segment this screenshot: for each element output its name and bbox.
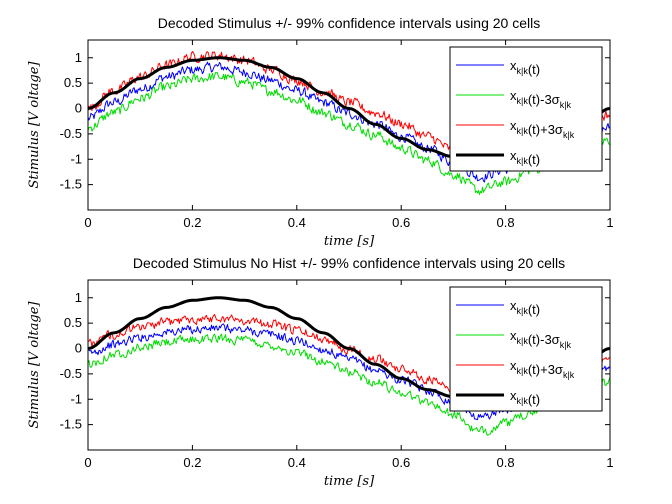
legend-label-0-1: xk|k(t) — [510, 58, 540, 77]
y-tick-label: 1 — [75, 50, 82, 65]
x-tick-label: 0.4 — [288, 455, 306, 470]
x-tick-label: 0.6 — [392, 455, 410, 470]
y-tick-label: 0.5 — [64, 75, 82, 90]
x-tick-label: 1 — [606, 455, 613, 470]
plot-frame — [87, 39, 611, 211]
chart-title: Decoded Stimulus No Hist +/- 99% confide… — [133, 255, 565, 271]
legend: xk|k(t) xk|k(t)-3σk|k xk|k(t)+3σk|k xk|k(t) — [449, 46, 603, 172]
y-tick-label: -1 — [70, 151, 82, 166]
x-tick-label: 0.8 — [497, 215, 515, 230]
y-tick-label: -1.5 — [60, 177, 82, 192]
legend-label-1-2: xk|k(t)-3σk|k — [510, 328, 572, 350]
series-line-2 — [88, 333, 610, 436]
legend-label-0-4: xk|k(t) — [510, 148, 540, 167]
x-tick-label: 0.8 — [497, 455, 515, 470]
x-tick-label: 1 — [606, 215, 613, 230]
y-tick-label: 1 — [75, 290, 82, 305]
x-axis-label: time [s] — [324, 234, 375, 249]
y-tick-label: -1 — [70, 391, 82, 406]
x-tick-label: 0.2 — [183, 215, 201, 230]
subplot-1: Decoded Stimulus +/- 99% confidence inte… — [27, 15, 614, 249]
legend: xk|k(t) xk|k(t)-3σk|k xk|k(t)+3σk|k xk|k(t) — [449, 286, 603, 412]
y-tick-label: -0.5 — [60, 366, 82, 381]
x-tick-label: 0 — [84, 215, 91, 230]
legend-label-1-1: xk|k(t) — [510, 298, 540, 317]
y-tick-label: -0.5 — [60, 126, 82, 141]
legend-label-1-4: xk|k(t) — [510, 388, 540, 407]
x-tick-label: 0.4 — [288, 215, 306, 230]
y-axis-label: Stimulus [V oltage] — [27, 301, 42, 429]
subplot-2: Decoded Stimulus No Hist +/- 99% confide… — [27, 255, 614, 489]
legend-label-0-2: xk|k(t)-3σk|k — [510, 88, 572, 110]
y-tick-label: 0 — [75, 101, 82, 116]
series-line-2 — [88, 72, 610, 195]
y-tick-label: 0.5 — [64, 315, 82, 330]
x-tick-label: 0.6 — [392, 215, 410, 230]
legend-label-0-3: xk|k(t)+3σk|k — [510, 118, 575, 140]
y-tick-label: 0 — [75, 341, 82, 356]
y-axis-label: Stimulus [V oltage] — [27, 61, 42, 189]
y-tick-label: -1.5 — [60, 417, 82, 432]
legend-box — [449, 46, 603, 172]
legend-box — [449, 286, 603, 412]
legend-label-1-3: xk|k(t)+3σk|k — [510, 358, 575, 380]
chart-title: Decoded Stimulus +/- 99% confidence inte… — [158, 15, 540, 31]
x-axis-label: time [s] — [324, 474, 375, 489]
plot-frame — [87, 279, 611, 451]
x-tick-label: 0.2 — [183, 455, 201, 470]
x-tick-label: 0 — [84, 455, 91, 470]
